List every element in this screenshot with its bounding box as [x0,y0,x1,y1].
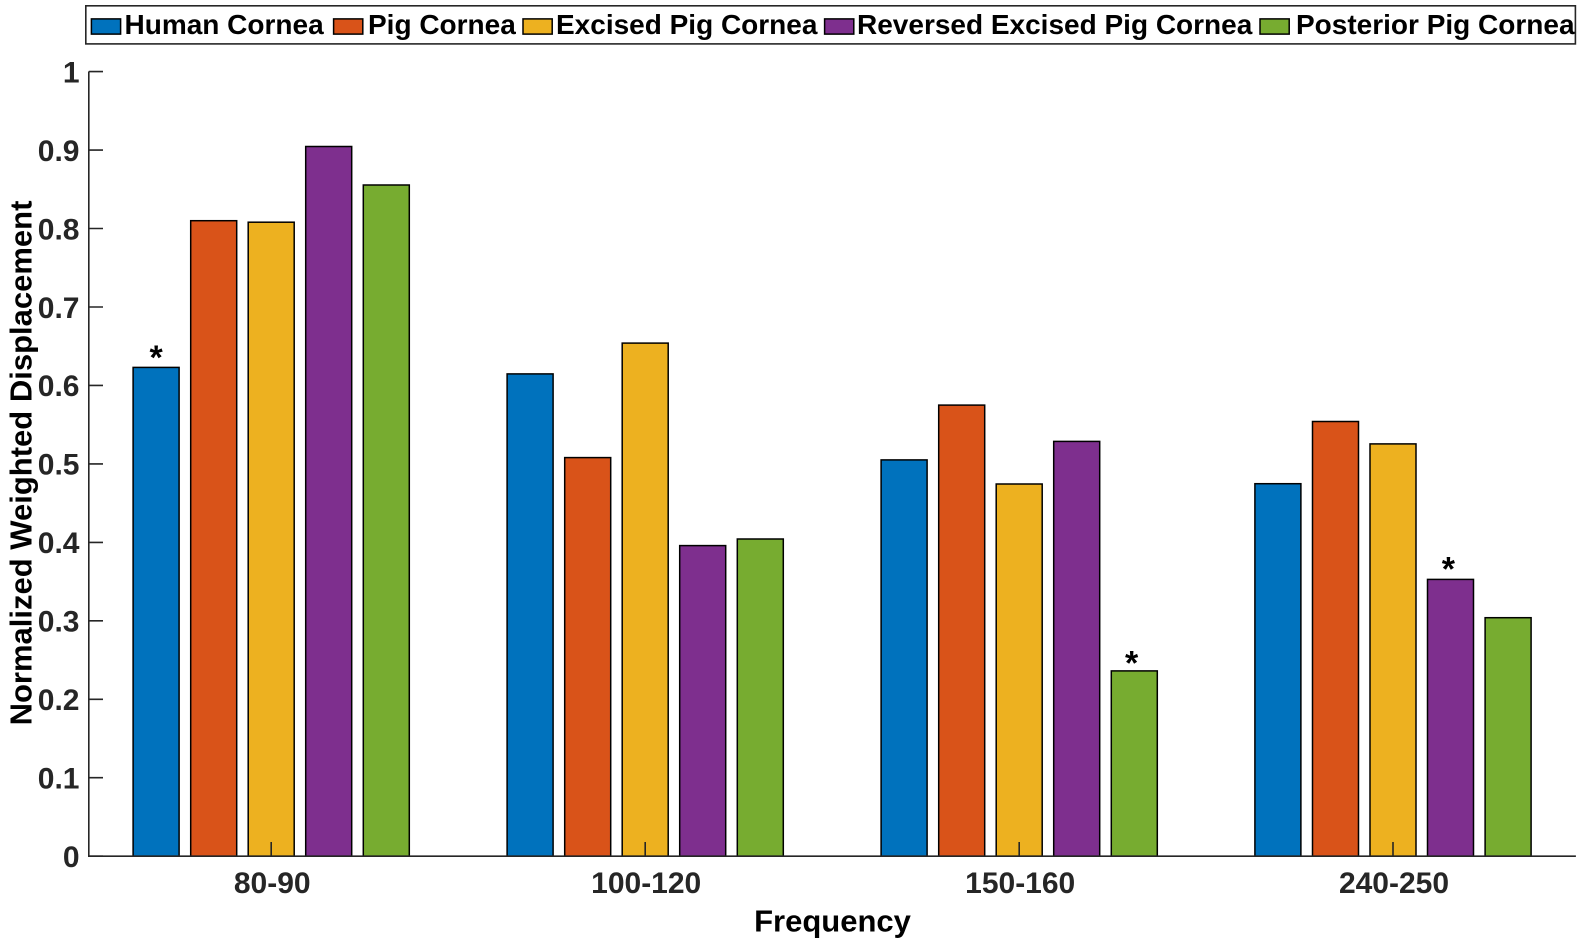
svg-text:0.7: 0.7 [38,292,80,325]
svg-text:*: * [149,339,163,377]
svg-text:100-120: 100-120 [591,867,701,900]
svg-text:0.6: 0.6 [38,370,80,403]
svg-text:0.3: 0.3 [38,606,80,639]
svg-text:Human Cornea: Human Cornea [125,9,325,40]
svg-text:0.2: 0.2 [38,684,80,717]
svg-text:Normalized Weighted Displaceme: Normalized Weighted Displacement [3,201,38,726]
svg-text:1: 1 [63,56,80,89]
svg-text:240-250: 240-250 [1339,867,1449,900]
svg-text:0.5: 0.5 [38,449,80,482]
svg-text:Frequency: Frequency [754,904,912,939]
svg-text:Excised Pig Cornea: Excised Pig Cornea [556,9,818,40]
svg-text:0.1: 0.1 [38,763,80,796]
svg-text:150-160: 150-160 [965,867,1075,900]
svg-text:0.9: 0.9 [38,135,80,168]
svg-text:0.4: 0.4 [38,527,80,560]
svg-text:80-90: 80-90 [234,867,311,900]
svg-text:0: 0 [63,841,80,874]
svg-text:Reversed Excised Pig Cornea: Reversed Excised Pig Cornea [857,9,1253,40]
svg-text:*: * [1125,645,1139,683]
svg-text:0.8: 0.8 [38,213,80,246]
svg-text:*: * [1442,551,1456,589]
svg-text:Posterior Pig Cornea: Posterior Pig Cornea [1296,9,1575,40]
svg-text:Pig Cornea: Pig Cornea [368,9,516,40]
